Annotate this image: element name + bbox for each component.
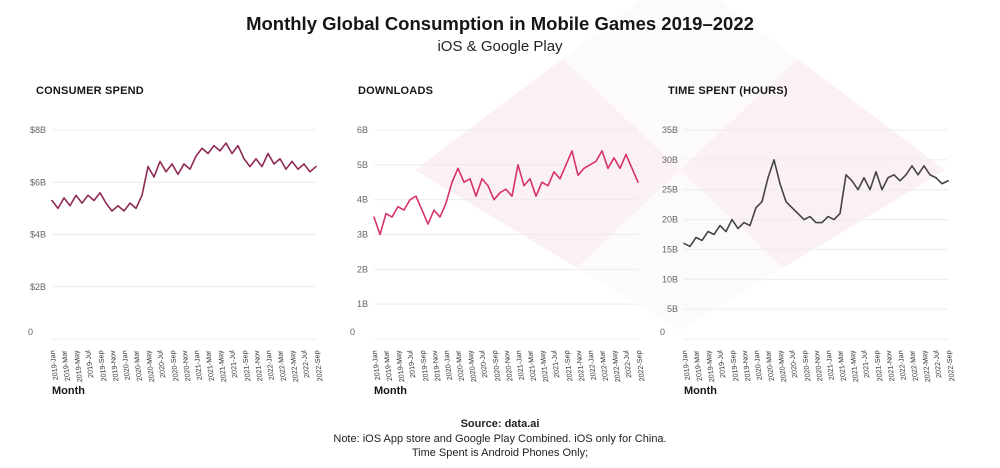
svg-text:5B: 5B [667,304,678,314]
svg-text:$4B: $4B [30,230,46,240]
svg-text:25B: 25B [662,185,678,195]
svg-text:3B: 3B [357,230,368,240]
svg-text:$2B: $2B [30,282,46,292]
svg-text:1B: 1B [357,299,368,309]
svg-text:0: 0 [350,327,355,337]
svg-text:5B: 5B [357,160,368,170]
svg-text:4B: 4B [357,195,368,205]
svg-text:2B: 2B [357,264,368,274]
svg-text:0: 0 [660,327,665,337]
svg-text:6B: 6B [357,125,368,135]
svg-text:0: 0 [28,327,33,337]
svg-text:30B: 30B [662,155,678,165]
svg-text:$8B: $8B [30,125,46,135]
svg-text:10B: 10B [662,274,678,284]
svg-text:20B: 20B [662,215,678,225]
svg-text:15B: 15B [662,244,678,254]
svg-text:$6B: $6B [30,177,46,187]
svg-text:35B: 35B [662,125,678,135]
